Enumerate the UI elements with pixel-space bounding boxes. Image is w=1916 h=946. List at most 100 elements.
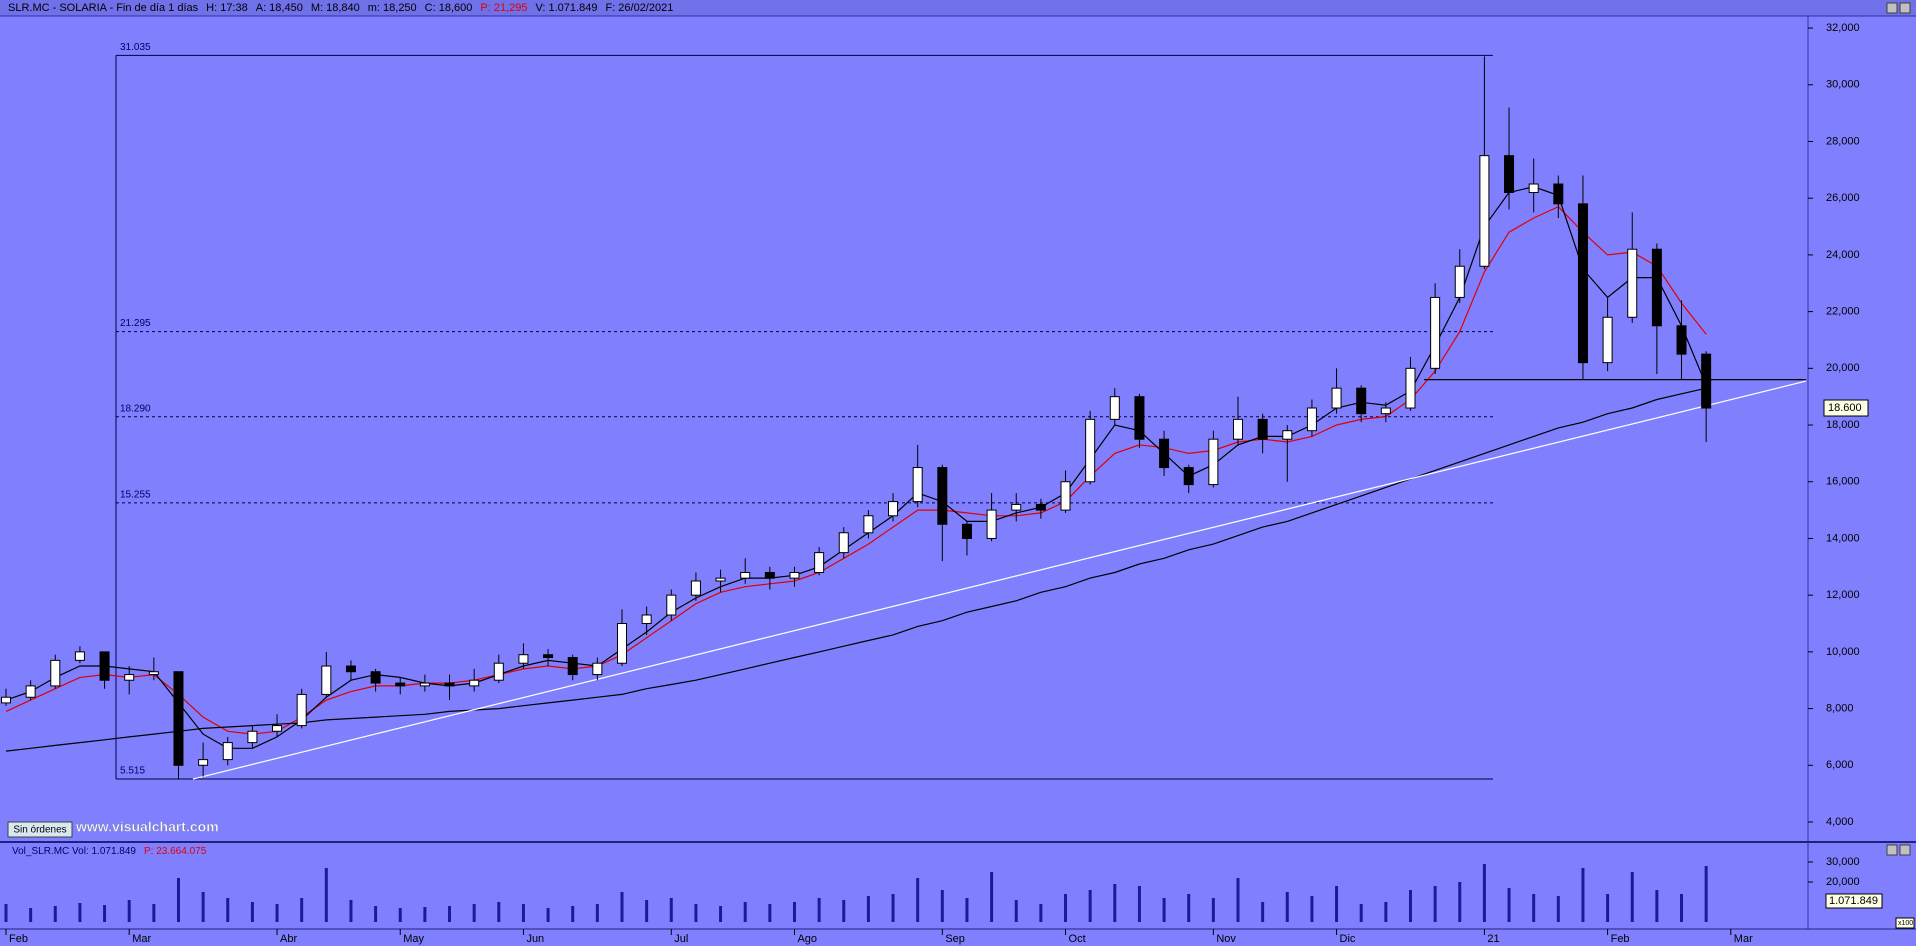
window-button[interactable] (1899, 844, 1911, 856)
volume-bar (53, 906, 57, 922)
volume-bar (1433, 886, 1437, 922)
header-field: F: 26/02/2021 (605, 2, 673, 14)
volume-bar (423, 907, 427, 922)
candle-body (1454, 265, 1465, 298)
volume-bar (1458, 882, 1462, 922)
x-tick-label: Dic (1340, 933, 1356, 945)
symbol: SLR.MC - SOLARIA - Fin de día 1 días (8, 2, 199, 14)
y-tick-label: 20,000 (1826, 362, 1860, 374)
y-tick-label: 10,000 (1826, 646, 1860, 658)
volume-bar (1014, 900, 1018, 922)
volume-bar (1704, 866, 1708, 922)
window-button[interactable] (1886, 2, 1898, 14)
volume-bar (1335, 886, 1339, 922)
volume-bar (1680, 894, 1684, 922)
candle-body (1060, 481, 1071, 511)
volume-bar (768, 904, 772, 922)
candle-body (740, 571, 751, 579)
y-tick-label: 22,000 (1826, 306, 1860, 318)
y-tick-label: 28,000 (1826, 135, 1860, 147)
volume-bar (1507, 888, 1511, 922)
volume-bar (374, 906, 378, 922)
x-tick-label: Mar (1734, 933, 1753, 945)
candle-body (1676, 325, 1687, 355)
window-button[interactable] (1886, 844, 1898, 856)
volume-bar (645, 900, 649, 922)
x-tick-label: Feb (1611, 933, 1630, 945)
window-button[interactable] (1899, 2, 1911, 14)
header-field: A: 18,450 (256, 2, 303, 14)
volume-bar (1064, 894, 1068, 922)
candle-body (419, 682, 430, 687)
candle-body (345, 665, 356, 673)
candle-body (1356, 387, 1367, 415)
candle-body (321, 665, 332, 695)
candle-body (395, 682, 406, 687)
x-tick-label: Abr (280, 933, 297, 945)
level-label: 18.290 (120, 403, 151, 414)
volume-bar (669, 898, 673, 922)
orders-button-label[interactable]: Sin órdenes (13, 825, 66, 836)
volume-title: Vol_SLR.MC Vol: 1.071.849 P: 23.664.075 (12, 846, 207, 857)
candle-body (1085, 418, 1096, 483)
header-field: M: 18,840 (311, 2, 360, 14)
candle-body (1380, 407, 1391, 415)
volume-bar (324, 868, 328, 922)
volume-bar (1162, 898, 1166, 922)
volume-bar (226, 898, 230, 922)
volume-bar (497, 902, 501, 922)
volume-bar (349, 900, 353, 922)
trendline (192, 380, 1807, 780)
volume-bar (1655, 890, 1659, 922)
candle-body (50, 659, 61, 687)
candle-body (863, 515, 874, 534)
volume-bar (78, 903, 82, 922)
volume-bar (250, 902, 254, 922)
candle-body (912, 467, 923, 503)
level-label: 31.035 (120, 42, 151, 53)
candle-body (1331, 387, 1342, 409)
y-tick-label: 4,000 (1826, 816, 1854, 828)
volume-bar (1113, 884, 1117, 922)
candle-body (690, 580, 701, 596)
y-tick-label: 18,000 (1826, 419, 1860, 431)
volume-bar (1630, 872, 1634, 922)
candle-body (296, 693, 307, 727)
candle-body (1651, 248, 1662, 327)
candle-body (1134, 396, 1145, 440)
candle-body (715, 577, 726, 582)
candle-body (1035, 503, 1046, 511)
candle-body (1233, 418, 1243, 440)
header-text: SLR.MC - SOLARIA - Fin de día 1 días H: 1… (8, 2, 673, 14)
volume-bar (1310, 896, 1314, 922)
header-field: C: 18,600 (425, 2, 473, 14)
volume-bar (1088, 890, 1092, 922)
x-tick-label: Oct (1069, 933, 1086, 945)
candle-body (272, 725, 283, 732)
header-field: m: 18,250 (368, 2, 417, 14)
candle-body (444, 682, 455, 687)
candle-body (518, 654, 529, 664)
volume-bar (152, 904, 156, 922)
orders-button[interactable] (7, 821, 73, 838)
y-tick-label: 26,000 (1826, 192, 1860, 204)
volume-bar (965, 898, 969, 922)
candle-body (370, 671, 381, 684)
candle-body (1553, 183, 1564, 205)
candle-body (148, 671, 159, 676)
volume-bar (300, 898, 304, 922)
candle-body (764, 571, 775, 579)
volume-bar (1556, 896, 1560, 922)
watermark: www.visualchart.com (75, 819, 219, 835)
volume-bar (448, 906, 452, 922)
y-tick-label: 16,000 (1826, 476, 1860, 488)
candle-body (1282, 430, 1293, 440)
volume-tick-label: 20,000 (1826, 876, 1860, 888)
volume-bar (719, 906, 723, 922)
volume-bar (275, 904, 279, 922)
candle-body (469, 679, 480, 687)
x-tick-label: May (403, 933, 424, 945)
volume-bar (1261, 902, 1265, 922)
candle-body (1430, 296, 1441, 369)
candle-body (986, 509, 997, 539)
